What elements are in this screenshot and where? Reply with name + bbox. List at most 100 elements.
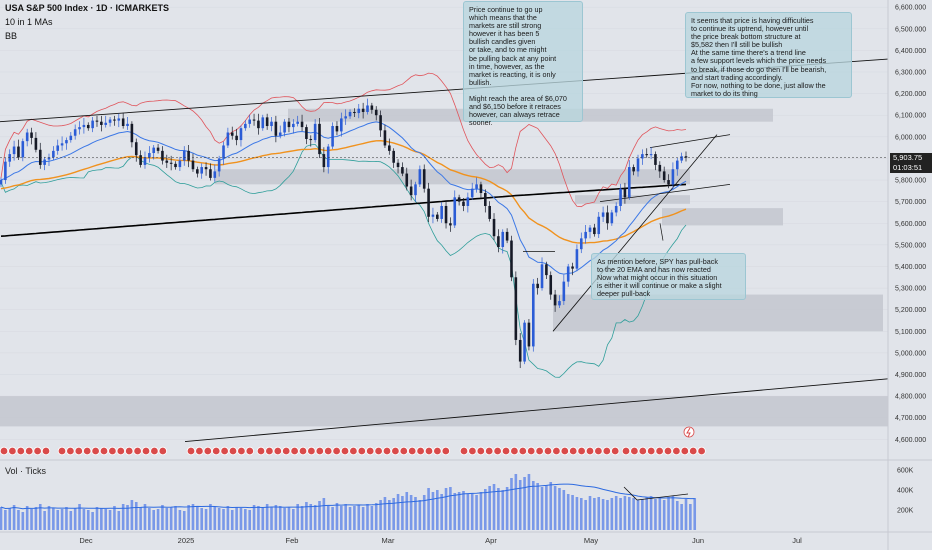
candle-body <box>244 123 247 129</box>
volume-bar <box>213 507 217 530</box>
candle-body <box>614 205 618 213</box>
candle-body <box>56 145 60 151</box>
volume-bar <box>510 478 513 530</box>
us-flag-icon <box>399 446 408 456</box>
us-flag-icon <box>655 446 664 456</box>
price-tick-label: 5,700.000 <box>895 199 926 206</box>
candle-body <box>100 121 103 125</box>
volume-bar <box>104 509 108 530</box>
volume-bar <box>283 508 286 530</box>
candle-body <box>191 160 195 170</box>
volume-bar <box>396 494 400 530</box>
candle-body <box>558 301 561 306</box>
us-flag-icon <box>265 446 274 456</box>
candle-body <box>357 108 361 114</box>
candle-body <box>91 120 94 129</box>
candle-body <box>619 188 622 206</box>
price-tick-label: 5,100.000 <box>895 329 926 336</box>
volume-bar <box>588 496 592 530</box>
candle-body <box>152 147 156 154</box>
us-flag-icon <box>611 446 620 456</box>
candle-body <box>414 184 417 196</box>
volume-bar <box>230 510 234 530</box>
volume-bar <box>4 510 7 530</box>
us-flag-icon <box>663 446 673 456</box>
volume-bar <box>69 511 73 530</box>
candle-body <box>139 155 142 165</box>
candle-body <box>606 212 609 224</box>
volume-bar <box>645 497 649 530</box>
candle-body <box>654 154 657 165</box>
volume-bar <box>575 497 579 530</box>
volume-bar <box>169 507 173 530</box>
us-flag-icon <box>485 446 494 456</box>
candle-body <box>261 117 265 129</box>
volume-bar <box>361 507 365 530</box>
volume-bar <box>78 504 81 530</box>
us-flag-icon <box>108 446 117 456</box>
us-flag-icon <box>25 446 34 456</box>
volume-bar <box>374 503 378 530</box>
volume-bar <box>178 510 182 530</box>
us-flag-icon <box>647 446 656 456</box>
candle-body <box>396 162 400 168</box>
candle-body <box>353 111 356 114</box>
time-tick-label: Jun <box>692 536 704 545</box>
price-tick-label: 6,000.000 <box>895 134 926 141</box>
candle-body <box>121 118 125 127</box>
candle-body <box>562 281 566 302</box>
candle-body <box>370 105 374 110</box>
indicator-bb-label[interactable]: BB <box>5 31 18 41</box>
candle-body <box>536 283 539 289</box>
candle-body <box>636 158 640 172</box>
volume-bar <box>152 510 156 530</box>
volume-bar <box>566 494 570 530</box>
us-flag-icon <box>391 446 400 456</box>
us-flag-icon <box>186 446 196 456</box>
volume-bar <box>444 488 448 530</box>
us-flag-icon <box>357 446 366 456</box>
us-flag-icon <box>560 446 569 456</box>
candle-body <box>174 163 177 168</box>
volume-bar <box>270 507 273 530</box>
us-flag-icon <box>638 446 647 456</box>
candle-body <box>270 121 273 127</box>
candle-body <box>462 201 465 206</box>
zone-mid <box>215 169 690 185</box>
indicator-ma-label[interactable]: 10 in 1 MAs <box>5 17 53 27</box>
candle-body <box>278 132 282 136</box>
pointer-line <box>659 223 664 241</box>
volume-bar <box>156 509 160 530</box>
candle-body <box>667 180 670 185</box>
candle-body <box>510 240 513 278</box>
candle-body <box>117 118 121 121</box>
candle-body <box>60 143 64 146</box>
candle-body <box>196 169 199 174</box>
us-flag-icon <box>672 446 681 456</box>
time-tick-label: 2025 <box>178 536 195 545</box>
candle-body <box>348 111 352 117</box>
note-pullback[interactable]: As mention before, SPY has pull-back to … <box>591 253 746 300</box>
candle-body <box>684 156 688 158</box>
volume-bar <box>584 500 587 530</box>
volume-bar <box>274 505 278 530</box>
volume-bar <box>619 498 622 530</box>
volume-tick-label: 400K <box>897 488 914 495</box>
note-price-target[interactable]: Price continue to go up which means that… <box>463 1 583 127</box>
note-support-structure[interactable]: It seems that price is having difficulti… <box>685 12 852 98</box>
volume-bar <box>662 500 666 530</box>
volume-bar <box>675 501 679 530</box>
us-flag-icon <box>697 446 706 456</box>
us-flag-icon <box>543 446 553 456</box>
volume-label[interactable]: Vol · Ticks <box>5 466 47 476</box>
volume-bar <box>309 504 313 530</box>
candle-body <box>575 249 579 269</box>
us-flag-icon <box>74 446 83 456</box>
volume-bar <box>340 506 343 530</box>
us-flag-icon <box>133 446 142 456</box>
candle-body <box>610 212 614 224</box>
volume-bar <box>545 485 548 530</box>
us-flag-icon <box>602 446 611 456</box>
volume-bar <box>606 500 609 530</box>
